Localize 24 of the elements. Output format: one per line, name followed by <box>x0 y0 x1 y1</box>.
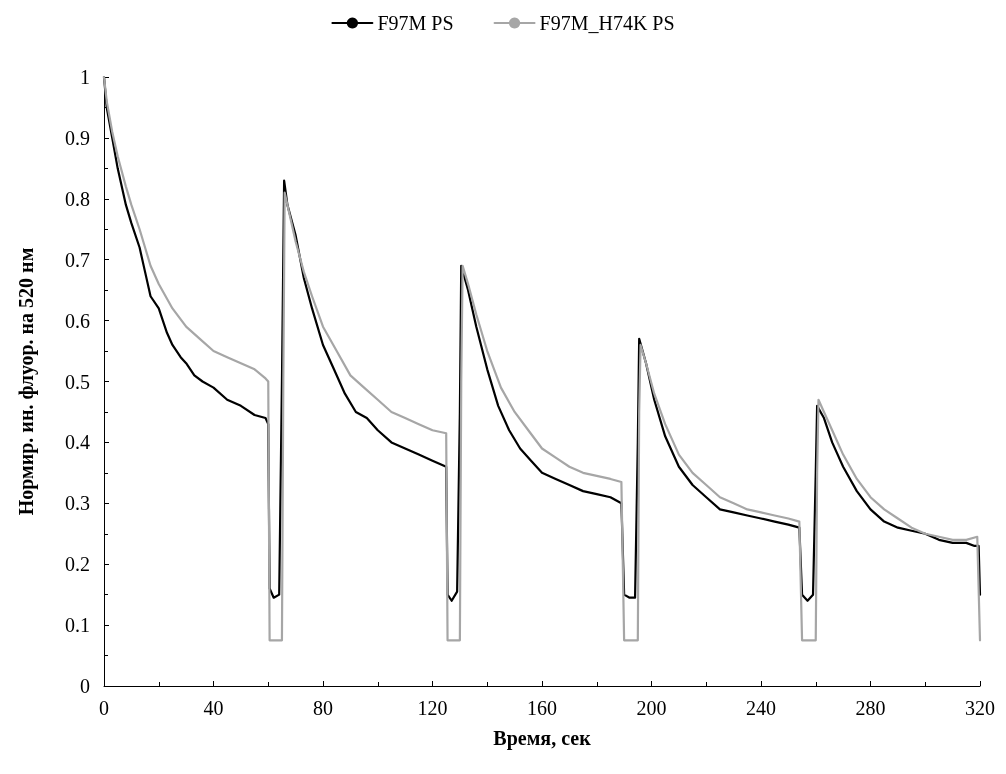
y-tick-label: 0.9 <box>65 126 90 149</box>
y-axis-title: Нормир. ин. флуор. на 520 нм <box>15 247 38 516</box>
x-tick-label: 120 <box>417 697 448 719</box>
x-tick-label: 240 <box>746 697 776 719</box>
y-tick-label: 0.4 <box>65 431 90 454</box>
x-tick-label: 40 <box>203 697 224 719</box>
y-tick-label: 0.8 <box>65 187 90 210</box>
x-axis-title: Время, сек <box>493 727 592 750</box>
x-tick-label: 280 <box>855 697 886 719</box>
legend-label: F97M_H74K PS <box>539 12 675 34</box>
y-tick-label: 0.3 <box>65 492 90 515</box>
x-tick-label: 80 <box>313 697 333 719</box>
x-tick-label: 160 <box>527 697 557 719</box>
x-tick-label: 200 <box>636 697 667 719</box>
x-tick-label: 0 <box>99 697 109 719</box>
y-tick-label: 0.5 <box>65 370 90 393</box>
y-tick-label: 0.1 <box>65 614 90 637</box>
y-tick-label: 1 <box>80 66 90 88</box>
y-tick-label: 0 <box>80 675 90 697</box>
y-tick-label: 0.7 <box>65 248 90 271</box>
x-tick-label: 320 <box>965 697 995 719</box>
y-tick-label: 0.6 <box>65 309 90 332</box>
legend-label: F97M PS <box>377 12 454 34</box>
y-tick-label: 0.2 <box>65 553 90 576</box>
